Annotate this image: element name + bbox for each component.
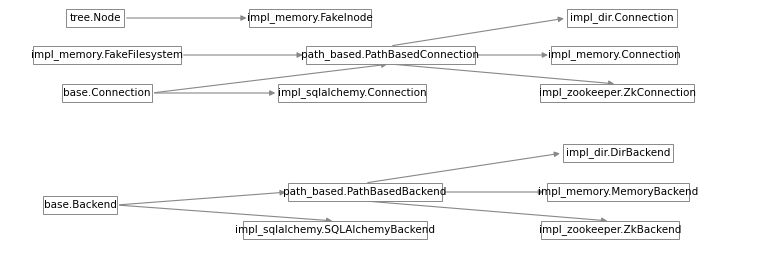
Text: impl_memory.MemoryBackend: impl_memory.MemoryBackend — [538, 187, 698, 197]
Text: impl_sqlalchemy.SQLAlchemyBackend: impl_sqlalchemy.SQLAlchemyBackend — [235, 224, 435, 236]
Bar — [243, 221, 428, 239]
Bar — [66, 9, 124, 27]
Bar — [541, 84, 694, 102]
Text: tree.Node: tree.Node — [69, 13, 121, 23]
Bar — [250, 9, 371, 27]
Bar — [306, 46, 475, 64]
Text: impl_zookeeper.ZkBackend: impl_zookeeper.ZkBackend — [539, 224, 681, 236]
Bar — [289, 183, 442, 201]
Bar — [547, 183, 689, 201]
Bar — [541, 221, 679, 239]
Text: path_based.PathBasedBackend: path_based.PathBasedBackend — [283, 187, 447, 197]
Bar — [33, 46, 181, 64]
Bar — [551, 46, 677, 64]
Text: impl_dir.Connection: impl_dir.Connection — [570, 12, 674, 24]
Text: impl_dir.DirBackend: impl_dir.DirBackend — [566, 148, 670, 158]
Bar — [563, 144, 674, 162]
Text: impl_zookeeper.ZkConnection: impl_zookeeper.ZkConnection — [538, 87, 696, 99]
Text: impl_sqlalchemy.Connection: impl_sqlalchemy.Connection — [278, 87, 426, 99]
Bar — [43, 196, 117, 214]
Text: base.Backend: base.Backend — [44, 200, 117, 210]
Text: impl_memory.FakeInode: impl_memory.FakeInode — [247, 12, 373, 24]
Text: path_based.PathBasedConnection: path_based.PathBasedConnection — [301, 50, 479, 60]
Text: impl_memory.FakeFilesystem: impl_memory.FakeFilesystem — [31, 50, 183, 60]
Text: base.Connection: base.Connection — [63, 88, 151, 98]
Bar — [567, 9, 677, 27]
Bar — [62, 84, 152, 102]
Bar — [278, 84, 426, 102]
Text: impl_memory.Connection: impl_memory.Connection — [548, 50, 680, 60]
